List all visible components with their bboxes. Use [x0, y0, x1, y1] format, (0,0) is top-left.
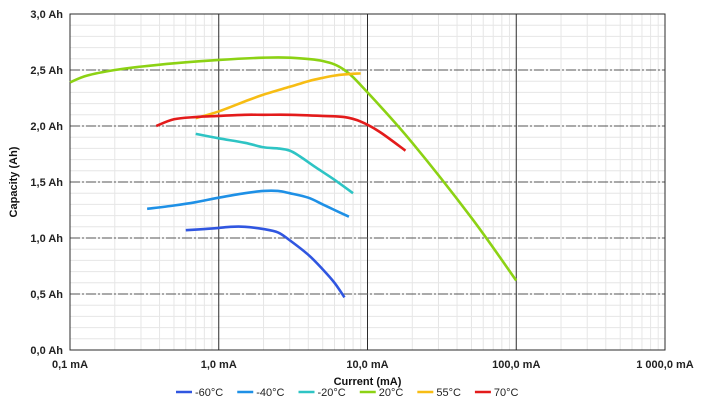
legend-label: -20°C [318, 387, 346, 399]
legend: -60°C -40°C -20°C 20°C 55°C 70°C [176, 387, 519, 399]
legend-label: 70°C [494, 387, 519, 399]
x-tick-label: 1,0 mA [201, 359, 237, 371]
y-axis-tick-labels: 0,0 Ah 0,5 Ah 1,0 Ah 1,5 Ah 2,0 Ah 2,5 Ah 3,0 … [30, 9, 63, 357]
y-tick-label: 2,5 Ah [30, 65, 63, 77]
series-line-1 [146, 189, 350, 218]
x-tick-label: 100,0 mA [492, 359, 540, 371]
legend-item: 20°C [359, 387, 404, 399]
y-tick-label: 2,0 Ah [30, 121, 63, 133]
y-tick-label: 1,0 Ah [30, 233, 63, 245]
legend-item: 55°C [417, 387, 461, 399]
plot-border [69, 13, 666, 351]
legend-item: -20°C [298, 387, 346, 399]
series-line-5 [155, 113, 407, 152]
x-tick-label: 10,0 mA [346, 359, 388, 371]
series-line-4 [195, 72, 361, 120]
legend-item: -40°C [237, 387, 285, 399]
x-axis-tick-labels: 0,1 mA 1,0 mA 10,0 mA 100,0 mA 1 000,0 mA [52, 359, 694, 371]
legend-item: -60°C [176, 387, 223, 399]
legend-label: -40°C [256, 387, 284, 399]
x-axis-title: Current (mA) [334, 376, 402, 388]
y-tick-label: 0,5 Ah [30, 289, 63, 301]
legend-label: -60°C [195, 387, 223, 399]
y-tick-label: 0,0 Ah [30, 345, 63, 357]
x-tick-label: 0,1 mA [52, 359, 88, 371]
series-line-3 [69, 56, 518, 282]
legend-label: 55°C [436, 387, 461, 399]
series-line-2 [195, 132, 354, 195]
y-tick-label: 3,0 Ah [30, 9, 63, 21]
y-axis-title: Capacity (Ah) [8, 146, 20, 217]
series-line-0 [185, 225, 346, 299]
legend-label: 20°C [379, 387, 404, 399]
series-lines [69, 56, 518, 299]
x-tick-label: 1 000,0 mA [636, 359, 694, 371]
legend-item: 70°C [474, 387, 519, 399]
y-tick-label: 1,5 Ah [30, 177, 63, 189]
plot-area-frame [69, 13, 666, 351]
